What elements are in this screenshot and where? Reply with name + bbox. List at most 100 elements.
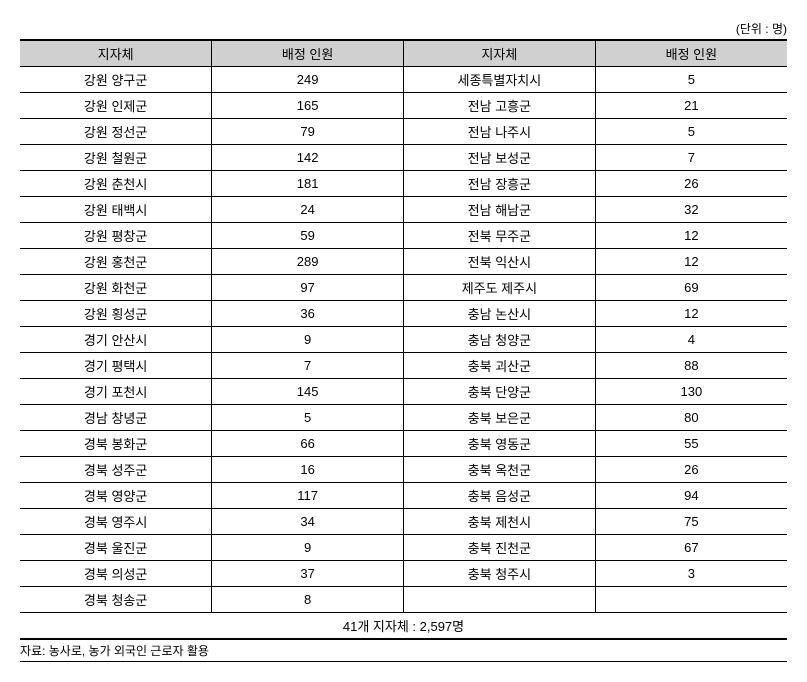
value-cell: 5 — [595, 67, 787, 93]
value-cell: 79 — [212, 119, 404, 145]
value-cell: 75 — [595, 509, 787, 535]
region-cell: 충북 옥천군 — [404, 457, 596, 483]
table-row: 강원 태백시24전남 해남군32 — [20, 197, 787, 223]
region-cell: 충북 영동군 — [404, 431, 596, 457]
value-cell: 12 — [595, 301, 787, 327]
table-row: 경북 의성군37충북 청주시3 — [20, 561, 787, 587]
value-cell: 5 — [212, 405, 404, 431]
value-cell: 67 — [595, 535, 787, 561]
region-cell: 강원 횡성군 — [20, 301, 212, 327]
table-row: 경북 청송군8 — [20, 587, 787, 613]
region-cell — [404, 587, 596, 613]
region-cell: 충북 단양군 — [404, 379, 596, 405]
region-cell: 충북 진천군 — [404, 535, 596, 561]
value-cell: 145 — [212, 379, 404, 405]
table-row: 강원 춘천시181전남 장흥군26 — [20, 171, 787, 197]
region-cell: 강원 양구군 — [20, 67, 212, 93]
value-cell: 34 — [212, 509, 404, 535]
value-cell: 130 — [595, 379, 787, 405]
region-cell: 경북 봉화군 — [20, 431, 212, 457]
value-cell: 181 — [212, 171, 404, 197]
region-cell: 전남 고흥군 — [404, 93, 596, 119]
region-cell: 전남 장흥군 — [404, 171, 596, 197]
value-cell: 142 — [212, 145, 404, 171]
table-row: 강원 횡성군36충남 논산시12 — [20, 301, 787, 327]
value-cell: 9 — [212, 535, 404, 561]
table-row: 경북 성주군16충북 옥천군26 — [20, 457, 787, 483]
region-cell: 제주도 제주시 — [404, 275, 596, 301]
header-region-1: 지자체 — [20, 40, 212, 67]
value-cell: 7 — [212, 353, 404, 379]
value-cell: 16 — [212, 457, 404, 483]
table-row: 강원 화천군97제주도 제주시69 — [20, 275, 787, 301]
table-row: 강원 홍천군289전북 익산시12 — [20, 249, 787, 275]
region-cell: 강원 정선군 — [20, 119, 212, 145]
region-cell: 전북 익산시 — [404, 249, 596, 275]
table-container: (단위 : 명) 지자체 배정 인원 지자체 배정 인원 강원 양구군 24 9 세종… — [20, 20, 787, 662]
value-cell: 36 — [212, 301, 404, 327]
table-row: 경기 포천시145충북 단양군130 — [20, 379, 787, 405]
value-cell: 289 — [212, 249, 404, 275]
region-cell: 충북 음성군 — [404, 483, 596, 509]
table-row: 강원 정선군79전남 나주시5 — [20, 119, 787, 145]
table-row: 강원 인제군165전남 고흥군21 — [20, 93, 787, 119]
table-row: 경기 평택시7충북 괴산군88 — [20, 353, 787, 379]
value-cell: 97 — [212, 275, 404, 301]
value-cell: 7 — [595, 145, 787, 171]
value-cell: 165 — [212, 93, 404, 119]
value-cell: 26 — [595, 457, 787, 483]
region-cell: 강원 인제군 — [20, 93, 212, 119]
value-cell: 117 — [212, 483, 404, 509]
value-cell: 59 — [212, 223, 404, 249]
unit-label: (단위 : 명) — [20, 20, 787, 37]
value-cell: 66 — [212, 431, 404, 457]
region-cell: 경기 안산시 — [20, 327, 212, 353]
value-cell: 4 — [595, 327, 787, 353]
region-cell: 강원 평창군 — [20, 223, 212, 249]
region-cell: 경북 성주군 — [20, 457, 212, 483]
value-cell: 9 — [212, 327, 404, 353]
region-cell: 충남 청양군 — [404, 327, 596, 353]
region-cell: 충북 청주시 — [404, 561, 596, 587]
region-cell: 경남 창녕군 — [20, 405, 212, 431]
total-row: 41개 지자체 : 2,597명 — [20, 613, 787, 640]
value-cell: 24 — [212, 197, 404, 223]
value-cell: 80 — [595, 405, 787, 431]
value-cell: 69 — [595, 275, 787, 301]
value-cell: 8 — [212, 587, 404, 613]
region-cell: 세종특별자치시 — [404, 67, 596, 93]
region-cell: 경북 청송군 — [20, 587, 212, 613]
header-allocation-2: 배정 인원 — [595, 40, 787, 67]
value-cell: 37 — [212, 561, 404, 587]
region-cell: 충북 보은군 — [404, 405, 596, 431]
region-cell: 전남 해남군 — [404, 197, 596, 223]
header-row: 지자체 배정 인원 지자체 배정 인원 — [20, 40, 787, 67]
value-cell: 3 — [595, 561, 787, 587]
value-cell: 55 — [595, 431, 787, 457]
allocation-table: 지자체 배정 인원 지자체 배정 인원 강원 양구군249세종특별자치시5강원 … — [20, 39, 787, 640]
table-row: 경북 울진군9충북 진천군67 — [20, 535, 787, 561]
region-cell: 충북 괴산군 — [404, 353, 596, 379]
region-cell: 강원 철원군 — [20, 145, 212, 171]
table-row: 경북 영양군117충북 음성군94 — [20, 483, 787, 509]
header-allocation-1: 배정 인원 — [212, 40, 404, 67]
value-cell: 32 — [595, 197, 787, 223]
region-cell: 충북 제천시 — [404, 509, 596, 535]
region-cell: 전남 나주시 — [404, 119, 596, 145]
table-row: 경기 안산시9충남 청양군4 — [20, 327, 787, 353]
value-cell: 5 — [595, 119, 787, 145]
table-row: 경남 창녕군5충북 보은군80 — [20, 405, 787, 431]
value-cell: 12 — [595, 223, 787, 249]
region-cell: 경북 영양군 — [20, 483, 212, 509]
value-cell: 94 — [595, 483, 787, 509]
value-cell: 26 — [595, 171, 787, 197]
region-cell: 경북 울진군 — [20, 535, 212, 561]
region-cell: 경북 영주시 — [20, 509, 212, 535]
value-cell: 12 — [595, 249, 787, 275]
value-cell: 88 — [595, 353, 787, 379]
region-cell: 강원 태백시 — [20, 197, 212, 223]
region-cell: 경기 평택시 — [20, 353, 212, 379]
region-cell: 강원 춘천시 — [20, 171, 212, 197]
table-row: 경북 영주시34충북 제천시75 — [20, 509, 787, 535]
table-row: 강원 평창군59전북 무주군12 — [20, 223, 787, 249]
